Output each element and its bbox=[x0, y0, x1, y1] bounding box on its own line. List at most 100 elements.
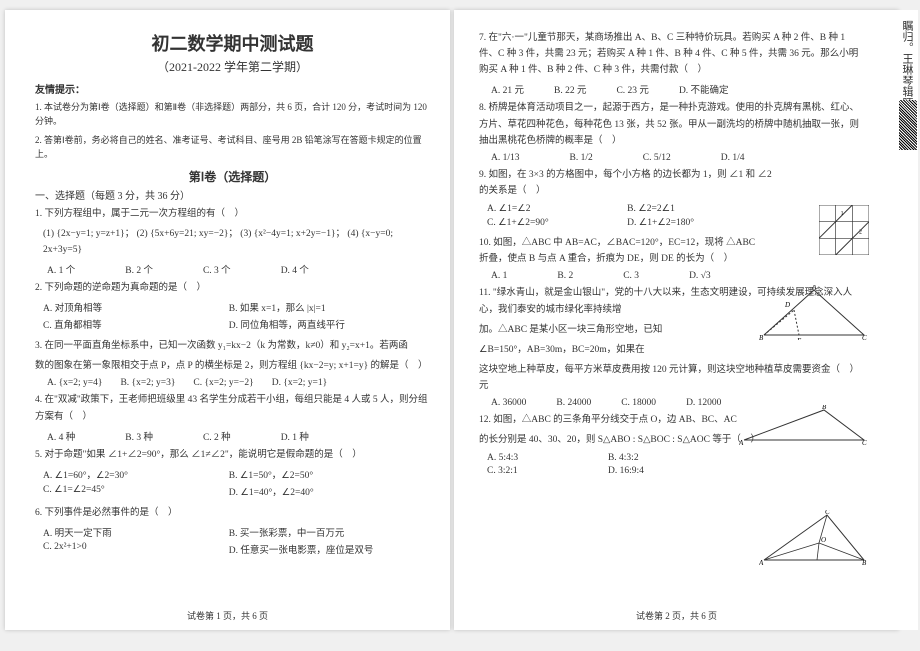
q6-opts: A. 明天一定下雨 B. 买一张彩票，中一百万元 C. 2x²+1>0 D. 任… bbox=[35, 525, 430, 559]
q8-b: B. 1/2 bbox=[570, 153, 593, 163]
q9-c: C. ∠1+∠2=90° bbox=[487, 217, 627, 228]
q12-cont: 的长分别是 40、30、20，则 S△ABO : S△BOC : S△AOC 等… bbox=[479, 432, 759, 448]
qr-code-icon bbox=[899, 100, 917, 150]
q3-stem: 3. 在同一平面直角坐标系中，已知一次函数 y₁=kx−2（k 为常数，k≠0）… bbox=[35, 338, 430, 354]
q11-cont2: ∠B=150°，AB=30m，BC=20m，如果在 bbox=[479, 342, 729, 358]
q1-sys1: (1) {2x−y=1; y=z+1} bbox=[43, 229, 125, 239]
svg-text:A: A bbox=[811, 285, 817, 291]
svg-text:B: B bbox=[862, 559, 867, 565]
q10-opts: A. 1 B. 2 C. 3 D. √3 bbox=[479, 271, 759, 281]
q10-a: A. 1 bbox=[491, 271, 507, 281]
q11-cont1: 加。△ABC 是某小区一块三角形空地，已知 bbox=[479, 322, 729, 338]
q9-b: B. ∠2=2∠1 bbox=[627, 203, 767, 214]
footer-left: 试卷第 1 页，共 6 页 bbox=[5, 609, 450, 622]
q1-sys3: (3) {x²−4y=1; x+2y=−1} bbox=[240, 229, 335, 239]
q5-stem: 5. 对于命题"如果 ∠1+∠2=90°，那么 ∠1≠∠2"，能说明它是假命题的… bbox=[35, 447, 430, 463]
svg-text:B: B bbox=[822, 405, 827, 411]
svg-text:A: A bbox=[759, 559, 764, 565]
q2-d: D. 同位角相等，两直线平行 bbox=[229, 317, 415, 331]
footer-right: 试卷第 2 页，共 6 页 bbox=[454, 609, 899, 622]
q6-stem: 6. 下列事件是必然事件的是（ ） bbox=[35, 505, 430, 521]
q4-b: B. 3 种 bbox=[125, 429, 153, 443]
q4-a: A. 4 种 bbox=[47, 429, 75, 443]
q9-d: D. ∠1+∠2=180° bbox=[627, 217, 767, 228]
q2-opts: A. 对顶角相等 B. 如果 x=1，那么 |x|=1 C. 直角都相等 D. … bbox=[35, 300, 430, 334]
svg-text:1: 1 bbox=[841, 211, 844, 217]
page-left: 初二数学期中测试题 （2021-2022 学年第二学期） 友情提示： 1. 本试… bbox=[5, 10, 450, 630]
q9-figure: 1 2 bbox=[819, 205, 869, 255]
q8-a: A. 1/13 bbox=[491, 153, 520, 163]
q11-figure: A B C bbox=[739, 405, 869, 448]
q12-b: B. 4:3:2 bbox=[608, 453, 729, 463]
q12-c: C. 3:2:1 bbox=[487, 466, 608, 476]
q1-systems: (1) {2x−y=1; y=z+1}； (2) {5x+6y=21; xy=−… bbox=[35, 226, 430, 258]
q2-a: A. 对顶角相等 bbox=[43, 300, 229, 314]
page-right: 7. 在"六·一"儿童节那天，某商场推出 A、B、C 三种特价玩具。若购买 A … bbox=[454, 10, 899, 630]
q12-figure: A B C O bbox=[759, 510, 869, 568]
exam-title: 初二数学期中测试题 bbox=[35, 30, 430, 56]
exam-subtitle: （2021-2022 学年第二学期） bbox=[35, 58, 430, 75]
q1-sys2: (2) {5x+6y=21; xy=−2} bbox=[137, 229, 229, 239]
q11-d: D. 12000 bbox=[686, 398, 721, 408]
q8-stem: 8. 桥牌是体育活动项目之一，起源于西方，是一种扑克游戏。使用的扑克牌有黑桃、红… bbox=[479, 100, 859, 148]
q11-b: B. 24000 bbox=[556, 398, 591, 408]
q10-c: C. 3 bbox=[623, 271, 639, 281]
q4-stem: 4. 在"双减"政策下，王老师把班级里 43 名学生分成若干小组，每组只能是 4… bbox=[35, 392, 430, 424]
q5-d: D. ∠1=40°，∠2=40° bbox=[229, 484, 415, 498]
q12-stem: 12. 如图，△ABC 的三条角平分线交于点 O，边 AB、BC、AC bbox=[479, 412, 759, 428]
q11-a: A. 36000 bbox=[491, 398, 526, 408]
q11-cont3: 这块空地上种草皮，每平方米草皮费用按 120 元计算，则这块空地种植草皮需要资金… bbox=[479, 362, 859, 394]
q11-c: C. 18000 bbox=[621, 398, 656, 408]
q2-c: C. 直角都相等 bbox=[43, 317, 229, 331]
q4-c: C. 2 种 bbox=[203, 429, 231, 443]
q6-d: D. 任意买一张电影票，座位是双号 bbox=[229, 542, 415, 556]
q1-stem: 1. 下列方程组中，属于二元一次方程组的有（ ） bbox=[35, 206, 430, 222]
q4-d: D. 1 种 bbox=[281, 429, 309, 443]
q5-opts: A. ∠1=60°，∠2=30° B. ∠1=50°，∠2=50° C. ∠1=… bbox=[35, 467, 430, 501]
q5-a: A. ∠1=60°，∠2=30° bbox=[43, 467, 229, 481]
q5-c: C. ∠1=∠2=45° bbox=[43, 484, 229, 498]
q2-b: B. 如果 x=1，那么 |x|=1 bbox=[229, 300, 415, 314]
svg-text:O: O bbox=[821, 536, 826, 544]
q4-opts: A. 4 种 B. 3 种 C. 2 种 D. 1 种 bbox=[35, 429, 430, 443]
q7-d: D. 不能确定 bbox=[679, 82, 729, 96]
svg-text:D: D bbox=[784, 301, 790, 309]
q8-d: D. 1/4 bbox=[721, 153, 745, 163]
section1-sub: 一、选择题（每题 3 分，共 36 分） bbox=[35, 187, 430, 202]
q8-c: C. 5/12 bbox=[643, 153, 671, 163]
q8-opts: A. 1/13 B. 1/2 C. 5/12 D. 1/4 bbox=[479, 153, 859, 163]
q3-b: B. {x=2; y=3} bbox=[120, 378, 175, 388]
section1-title: 第Ⅰ卷（选择题） bbox=[35, 168, 430, 185]
q3-c: C. {x=2; y=−2} bbox=[193, 378, 253, 388]
q2-stem: 2. 下列命题的逆命题为真命题的是（ ） bbox=[35, 280, 430, 296]
q9-stem: 9. 如图，在 3×3 的方格图中，每个小方格 的边长都为 1，则 ∠1 和 ∠… bbox=[479, 167, 779, 199]
q7-stem: 7. 在"六·一"儿童节那天，某商场推出 A、B、C 三种特价玩具。若购买 A … bbox=[479, 30, 859, 78]
q10-figure: A B C D E bbox=[759, 285, 869, 343]
q6-a: A. 明天一定下雨 bbox=[43, 525, 229, 539]
q1-c: C. 3 个 bbox=[203, 262, 231, 276]
q3-d: D. {x=2; y=1} bbox=[272, 378, 327, 388]
q6-c: C. 2x²+1>0 bbox=[43, 542, 229, 556]
svg-text:2: 2 bbox=[859, 229, 862, 235]
q12-opts: A. 5:4:3 B. 4:3:2 C. 3:2:1 D. 16:9:4 bbox=[479, 453, 739, 479]
hint-1: 1. 本试卷分为第Ⅰ卷（选择题）和第Ⅱ卷（非选择题）两部分，共 6 页，合计 1… bbox=[35, 100, 430, 129]
q5-b: B. ∠1=50°，∠2=50° bbox=[229, 467, 415, 481]
svg-text:C: C bbox=[862, 439, 867, 445]
q10-d: D. √3 bbox=[689, 271, 711, 281]
q12-a: A. 5:4:3 bbox=[487, 453, 608, 463]
q1-opts: A. 1 个 B. 2 个 C. 3 个 D. 4 个 bbox=[35, 262, 430, 276]
q7-b: B. 22 元 bbox=[554, 82, 586, 96]
q12-d: D. 16:9:4 bbox=[608, 466, 729, 476]
q10-b: B. 2 bbox=[557, 271, 573, 281]
q1-b: B. 2 个 bbox=[125, 262, 153, 276]
q1-d: D. 4 个 bbox=[281, 262, 309, 276]
q7-c: C. 23 元 bbox=[616, 82, 648, 96]
svg-text:E: E bbox=[796, 337, 802, 340]
svg-text:C: C bbox=[825, 510, 830, 516]
hint-label: 友情提示： bbox=[35, 81, 430, 96]
q7-opts: A. 21 元 B. 22 元 C. 23 元 D. 不能确定 bbox=[479, 82, 859, 96]
svg-text:A: A bbox=[739, 439, 744, 445]
q3-cont: 数的图象在第一象限相交于点 P，点 P 的横坐标是 2，则方程组 {kx−2=y… bbox=[35, 358, 430, 374]
hint-2: 2. 答第Ⅰ卷前，务必将自己的姓名、准考证号、考试科目、座号用 2B 铅笔涂写在… bbox=[35, 133, 430, 162]
q6-b: B. 买一张彩票，中一百万元 bbox=[229, 525, 415, 539]
